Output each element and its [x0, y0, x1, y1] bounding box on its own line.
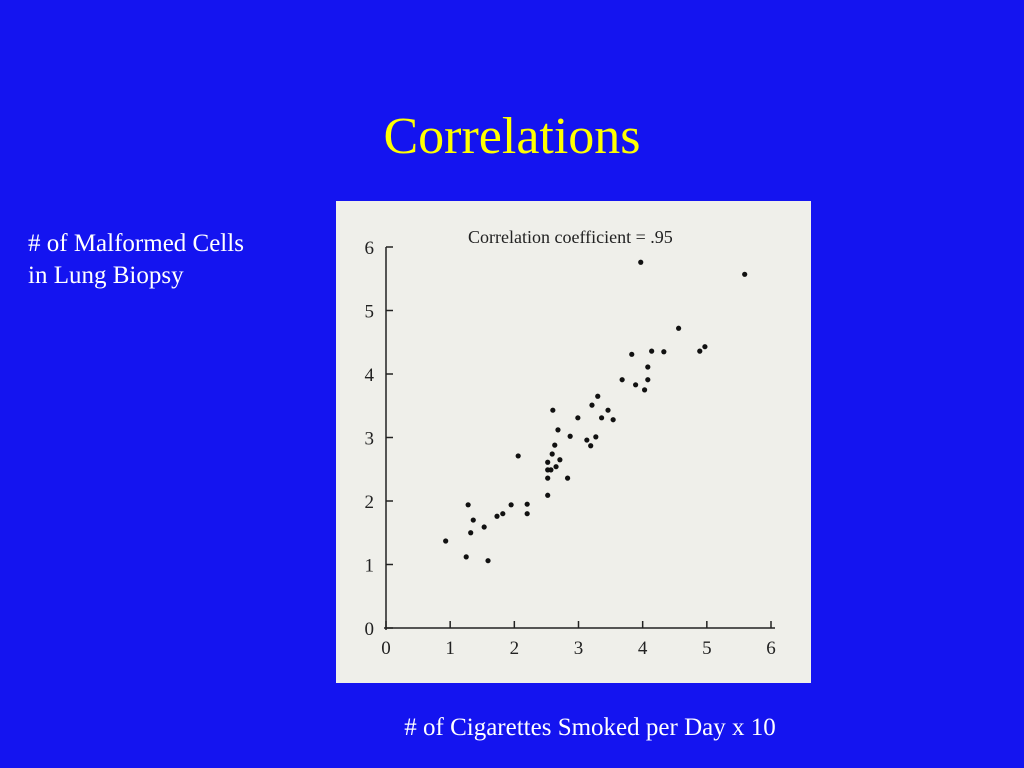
point	[697, 348, 703, 354]
point	[524, 501, 530, 507]
point	[584, 437, 590, 443]
point	[557, 457, 563, 463]
point	[595, 393, 601, 399]
point	[661, 349, 667, 355]
point	[545, 459, 551, 465]
x-tick-label: 6	[766, 638, 776, 659]
point	[494, 513, 500, 519]
y-axis-label: # of Malformed Cells in Lung Biopsy	[28, 230, 244, 289]
point	[564, 475, 571, 481]
point	[629, 351, 635, 357]
point	[545, 467, 551, 473]
x-tick-label: 4	[638, 638, 648, 659]
y-tick-label: 3	[365, 429, 375, 450]
point	[742, 271, 748, 277]
point	[641, 387, 648, 393]
point	[588, 443, 594, 449]
point	[545, 492, 551, 498]
point	[470, 517, 476, 523]
y-tick-label: 1	[365, 556, 375, 577]
point	[605, 407, 611, 413]
y-tick-label: 6	[365, 238, 375, 259]
x-tick-label: 1	[445, 638, 455, 659]
y-tick-label: 0	[365, 619, 375, 640]
point	[553, 464, 559, 470]
point	[702, 344, 708, 350]
point	[524, 511, 530, 517]
point	[485, 558, 491, 564]
point	[610, 417, 616, 423]
point	[500, 511, 506, 517]
point	[633, 382, 639, 388]
point	[555, 427, 561, 433]
point	[649, 348, 655, 354]
point	[550, 407, 556, 413]
point	[593, 434, 599, 440]
chart-panel	[336, 201, 811, 683]
x-axis-label: # of Cigarettes Smoked per Day x 10	[404, 714, 775, 741]
y-label-box: # of Malformed Cells in Lung Biopsy	[28, 230, 244, 289]
point	[676, 325, 682, 331]
point	[638, 259, 644, 265]
point	[545, 475, 551, 481]
point	[575, 415, 581, 421]
point	[552, 442, 558, 448]
slide-title: Correlations	[383, 108, 640, 165]
point	[468, 530, 474, 536]
point	[567, 433, 573, 439]
annotation: Correlation coefficient = .95	[468, 227, 673, 247]
x-tick-label: 3	[574, 638, 584, 659]
point	[463, 554, 469, 560]
point	[465, 502, 471, 508]
point	[443, 538, 449, 544]
point	[619, 377, 625, 383]
x-tick-label: 2	[510, 638, 520, 659]
y-tick-label: 2	[365, 492, 375, 513]
x-tick-label: 0	[381, 638, 391, 659]
point	[481, 524, 487, 530]
point	[515, 453, 521, 459]
x-tick-label: 5	[702, 638, 712, 659]
point	[589, 402, 595, 408]
point	[549, 451, 555, 457]
point	[508, 502, 514, 508]
point	[599, 415, 605, 421]
y-tick-label: 5	[365, 302, 375, 323]
point	[645, 364, 651, 370]
y-tick-label: 4	[365, 365, 375, 386]
point	[645, 377, 651, 383]
